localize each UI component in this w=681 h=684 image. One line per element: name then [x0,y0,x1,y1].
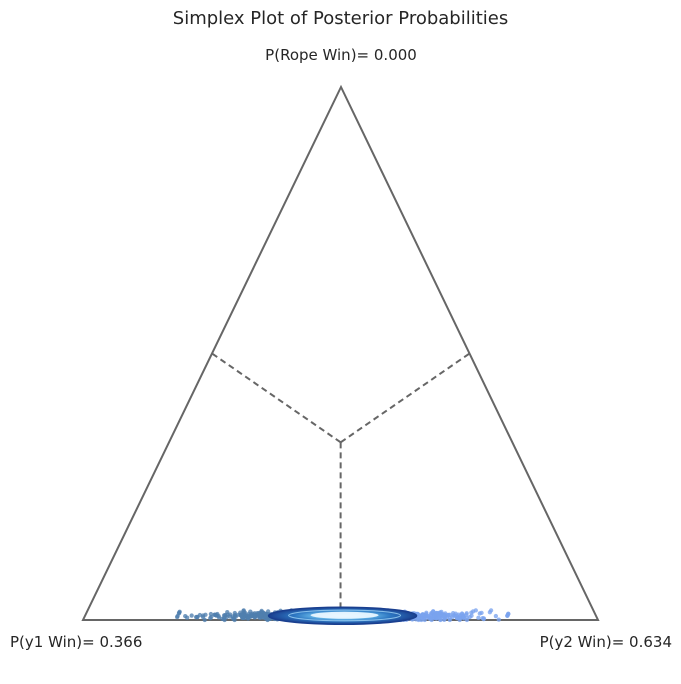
posterior-point [457,615,462,621]
divider-right [340,352,471,444]
posterior-point [232,610,237,616]
posterior-point [258,613,264,619]
posterior-point [461,616,467,621]
posterior-point [202,617,207,623]
posterior-point [263,614,268,619]
posterior-point [249,614,254,619]
posterior-point [259,608,264,614]
posterior-point [432,613,437,618]
posterior-point [419,617,424,623]
posterior-point [446,612,451,618]
posterior-point [420,612,425,617]
posterior-point [496,617,501,622]
posterior-point [442,617,447,622]
posterior-point [447,617,452,623]
posterior-point [227,614,233,619]
posterior-point [183,614,188,619]
posterior-point [477,611,482,616]
posterior-point [225,609,230,615]
posterior-point [428,615,433,621]
posterior-point [252,614,257,620]
posterior-point [174,614,180,620]
vertex-label-y2: P(y2 Win)= 0.634 [540,633,672,651]
posterior-point [438,617,443,622]
posterior-point [469,610,474,615]
posterior-point [222,615,227,620]
posterior-point [476,615,481,620]
posterior-point [239,613,245,618]
posterior-point [233,614,238,619]
posterior-point [214,613,219,618]
posterior-point [265,617,270,623]
posterior-point [481,616,487,621]
posterior-point [436,612,441,618]
posterior-point [487,610,493,615]
simplex-triangle [81,84,600,621]
vertex-label-rope: P(Rope Win)= 0.000 [265,46,417,64]
posterior-point [493,613,499,619]
divider-left [211,352,342,444]
posterior-point [467,614,473,620]
posterior-density-layer [267,606,418,625]
posterior-point [442,613,448,618]
chart-title: Simplex Plot of Posterior Probabilities [173,8,508,29]
posterior-point [505,613,510,618]
posterior-point [208,616,213,621]
posterior-point [203,612,208,617]
vertex-label-y1: P(y1 Win)= 0.366 [10,633,142,651]
posterior-density-highlight [310,611,379,619]
posterior-density-contour [288,609,402,622]
posterior-point [189,613,194,618]
posterior-point [464,612,469,617]
posterior-point [473,608,478,613]
posterior-point [422,617,427,623]
posterior-point [454,613,459,618]
simplex-triangle-layer [81,84,600,621]
posterior-point [195,615,200,620]
posterior-point [431,609,436,614]
posterior-point [266,609,271,614]
